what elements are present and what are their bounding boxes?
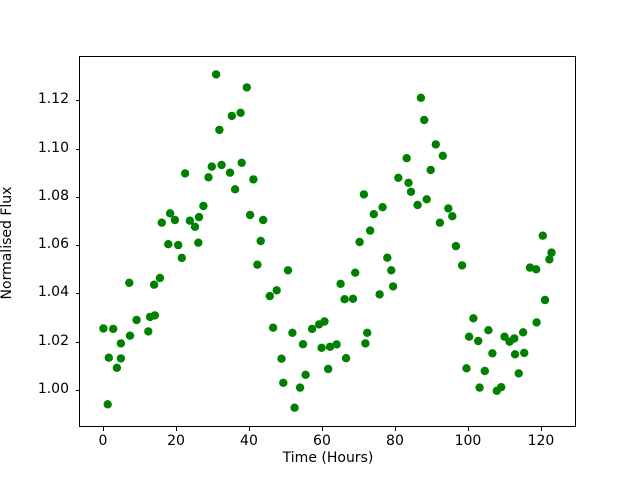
y-tick-mark [76, 245, 80, 247]
plot-area [79, 56, 576, 427]
y-tick-label: 1.04 [37, 284, 69, 301]
y-tick-mark [76, 148, 80, 150]
x-tick-label: 0 [98, 433, 108, 449]
x-tick-label: 20 [167, 433, 185, 449]
y-tick-label: 1.08 [37, 187, 69, 204]
x-tick-mark [321, 427, 323, 431]
x-tick-label: 40 [240, 433, 258, 449]
x-axis-label: Time (Hours) [282, 450, 374, 466]
y-tick-label: 1.10 [37, 139, 69, 156]
y-tick-label: 1.06 [37, 236, 69, 253]
x-tick-label: 80 [386, 433, 404, 449]
y-tick-label: 1.00 [37, 381, 69, 398]
x-tick-mark [102, 427, 104, 431]
y-tick-label: 1.02 [37, 332, 69, 349]
x-tick-label: 60 [313, 433, 331, 449]
x-tick-mark [248, 427, 250, 431]
x-tick-mark [540, 427, 542, 431]
x-tick-mark [467, 427, 469, 431]
y-tick-mark [76, 100, 80, 102]
y-axis-label: Normalised Flux [0, 186, 15, 300]
x-tick-mark [175, 427, 177, 431]
y-tick-mark [76, 196, 80, 198]
y-tick-label: 1.12 [37, 91, 69, 108]
x-tick-label: 120 [527, 433, 555, 449]
x-tick-label: 100 [454, 433, 482, 449]
y-tick-mark [76, 293, 80, 295]
y-tick-mark [76, 390, 80, 392]
y-tick-mark [76, 341, 80, 343]
x-tick-mark [394, 427, 396, 431]
